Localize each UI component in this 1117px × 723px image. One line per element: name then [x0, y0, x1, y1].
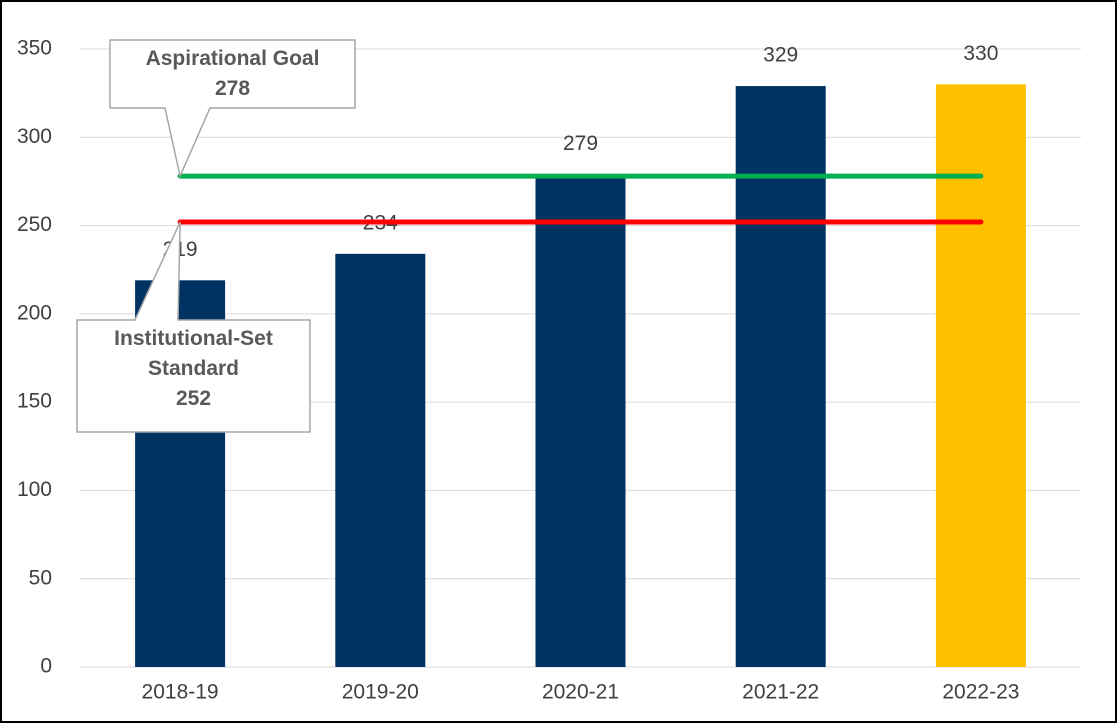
data-label: 279	[563, 132, 598, 155]
callout-name: Aspirational Goal	[145, 47, 320, 70]
y-tick-label: 200	[17, 301, 52, 324]
y-tick-label: 150	[17, 390, 52, 413]
data-label: 329	[763, 44, 798, 67]
bar	[335, 253, 426, 667]
callout	[76, 221, 311, 433]
x-tick-label: 2021-22	[742, 681, 819, 704]
bar	[935, 84, 1026, 668]
callout-value: 252	[175, 387, 212, 410]
x-tick-label: 2019-20	[342, 681, 419, 704]
y-tick-label: 350	[17, 37, 52, 60]
callout-text: Aspirational Goal 278	[110, 44, 355, 104]
y-tick-label: 300	[17, 125, 52, 148]
x-tick-label: 2022-23	[942, 681, 1019, 704]
callout-name: Institutional-Set Standard	[114, 327, 273, 380]
x-tick-label: 2020-21	[542, 681, 619, 704]
callout	[109, 39, 356, 179]
bar	[735, 86, 826, 667]
y-tick-label: 50	[29, 566, 52, 589]
y-tick-label: 250	[17, 213, 52, 236]
x-tick-label: 2018-19	[142, 681, 219, 704]
callout-value: 278	[214, 77, 251, 100]
y-tick-label: 0	[40, 655, 52, 678]
bar	[535, 174, 626, 667]
y-tick-label: 100	[17, 478, 52, 501]
data-label: 330	[963, 42, 998, 65]
callout-text: Institutional-Set Standard 252	[77, 324, 310, 414]
